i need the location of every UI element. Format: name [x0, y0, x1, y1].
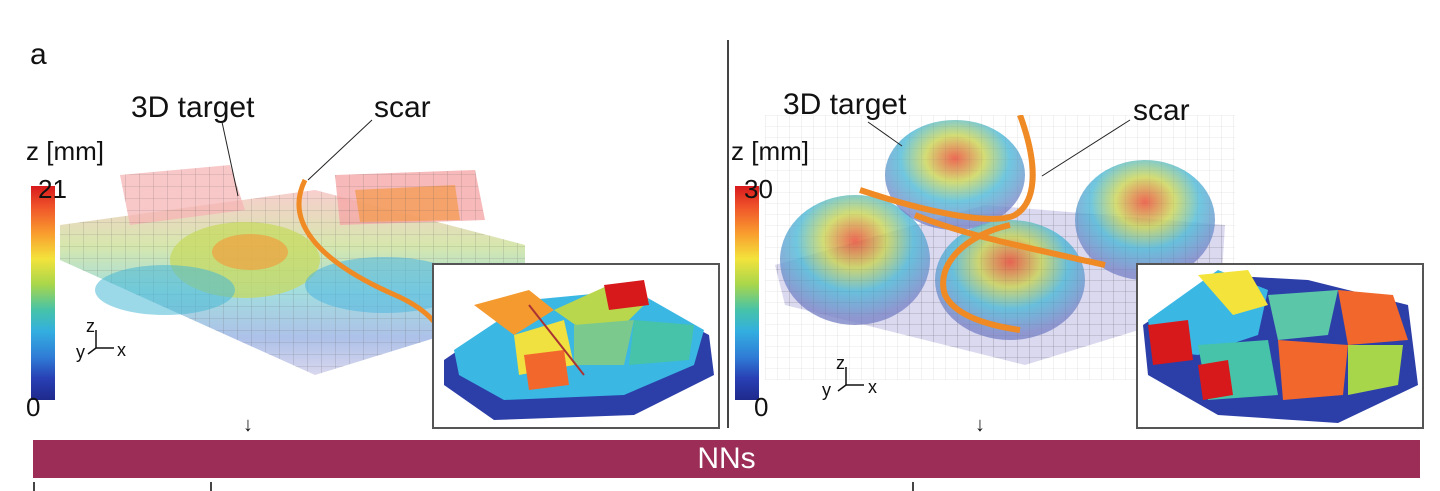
panel-divider	[727, 40, 729, 428]
left-inset-surface	[444, 280, 714, 420]
bar-tick-mid	[210, 482, 212, 491]
left-target-label: 3D target	[131, 91, 255, 124]
right-axis-y: y	[822, 380, 831, 400]
left-axis-y: y	[76, 342, 85, 362]
bar-tick-right	[912, 482, 914, 491]
right-target-label: 3D target	[783, 88, 907, 121]
right-inset	[1136, 263, 1424, 429]
left-scar-label: scar	[374, 91, 431, 124]
right-down-arrow: ↓	[975, 414, 985, 436]
left-voxel-plot	[60, 165, 525, 375]
scar-curve-1	[859, 115, 1036, 222]
left-down-arrow: ↓	[243, 414, 253, 436]
left-axis-z: z	[86, 316, 95, 336]
bar-tick-left	[33, 482, 35, 491]
right-leader-lines	[867, 119, 1131, 177]
right-zmin: 0	[754, 392, 769, 422]
scar-curve-2	[913, 212, 1106, 268]
left-axis-x: x	[117, 340, 126, 360]
right-z-label: z [mm]	[731, 136, 809, 166]
nns-label: NNs	[697, 442, 756, 475]
left-zmax: 21	[38, 174, 67, 204]
scar-curve-3	[940, 222, 1021, 333]
left-leader-lines	[221, 119, 373, 197]
nns-bar: NNs	[33, 440, 1420, 478]
left-z-label: z [mm]	[26, 136, 104, 166]
right-zmax: 30	[744, 174, 773, 204]
left-zmin: 0	[26, 392, 41, 422]
right-scar-label: scar	[1133, 94, 1190, 127]
right-voxel-plot	[765, 115, 1235, 380]
left-colorbar	[31, 186, 55, 400]
panel-letter: a	[30, 38, 47, 71]
right-inset-surface	[1143, 270, 1418, 423]
left-inset	[432, 263, 720, 429]
left-axis-triad	[87, 330, 114, 355]
right-axis-triad	[837, 367, 864, 392]
right-axis-x: x	[868, 377, 877, 397]
right-colorbar	[735, 186, 759, 400]
right-axis-z: z	[836, 353, 845, 373]
